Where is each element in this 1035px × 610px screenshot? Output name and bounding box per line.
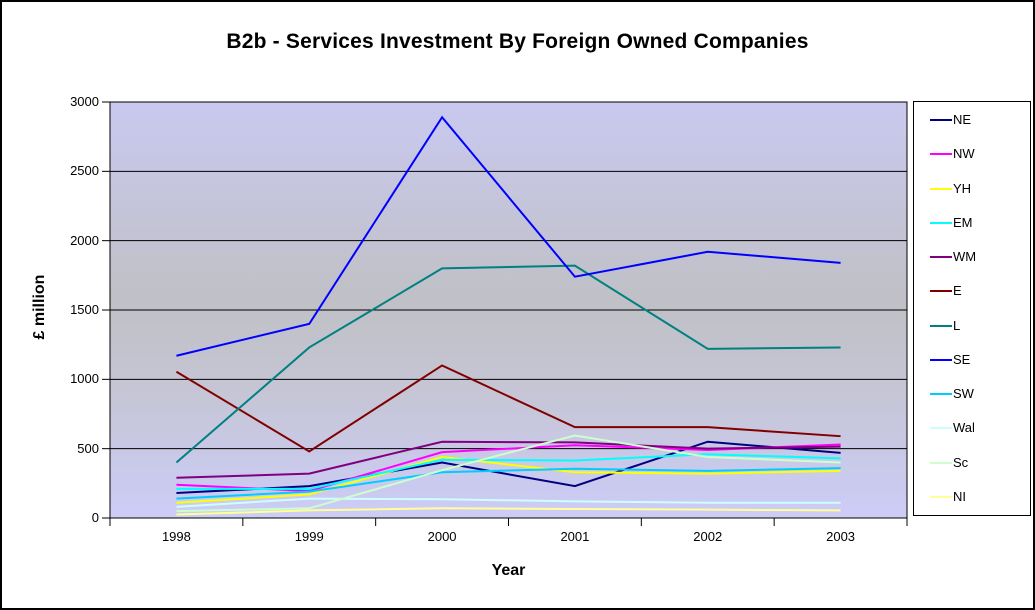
legend: NE NW YH EM WM E L SE SW Wal Sc NI: [913, 101, 1031, 516]
series-line-E: [175, 364, 841, 453]
y-tick-label-3000: 3000: [70, 94, 99, 109]
legend-item-Wal: Wal: [930, 421, 1026, 435]
x-tick-label-2001: 2001: [560, 529, 590, 544]
series-line-NI: [176, 507, 841, 516]
series-line-YH: [176, 455, 841, 504]
legend-item-NW: NW: [930, 147, 1026, 161]
legend-label-L: L: [953, 317, 961, 333]
series-line-NE: [176, 440, 841, 495]
legend-line-swatch-NW: [930, 153, 952, 156]
legend-item-NI: NI: [930, 488, 1026, 504]
legend-line-swatch-SE: [930, 358, 952, 361]
series-line-Wal: [176, 497, 841, 508]
legend-label-SW: SW: [953, 386, 974, 402]
x-tick-label-2000: 2000: [427, 529, 457, 544]
legend-line-swatch-SW: [930, 393, 952, 396]
legend-line-swatch-E: [930, 290, 952, 293]
legend-line-swatch-L: [930, 324, 952, 327]
y-tick-label-500: 500: [77, 440, 99, 456]
x-tick-label-2002: 2002: [693, 529, 723, 544]
series-line-SE: [176, 115, 841, 357]
legend-item-SE: SE: [930, 351, 1026, 367]
legend-label-YH: YH: [953, 180, 972, 196]
series-line-EM: [176, 453, 841, 490]
legend-item-L: L: [930, 317, 1026, 333]
legend-item-SW: SW: [930, 387, 1026, 401]
series-line-Sc: [176, 434, 841, 513]
y-tick-label-2000: 2000: [70, 232, 99, 248]
legend-line-swatch-NI: [930, 495, 952, 498]
legend-label-NW: NW: [953, 146, 975, 162]
y-tick-label-2500: 2500: [70, 163, 99, 179]
legend-label-EM: EM: [953, 214, 973, 230]
legend-item-YH: YH: [930, 180, 1026, 196]
series-line-NW: [176, 443, 841, 492]
chart-title: B2b - Services Investment By Foreign Own…: [226, 30, 809, 53]
legend-label-WM: WM: [953, 249, 977, 265]
y-tick-label-1000: 1000: [70, 371, 99, 387]
legend-item-WM: WM: [930, 250, 1026, 264]
legend-line-swatch-YH: [930, 187, 952, 190]
y-tick-label-0: 0: [91, 510, 99, 525]
legend-line-swatch-EM: [930, 221, 952, 224]
legend-label-Wal: Wal: [953, 420, 975, 436]
y-axis-title: £ million: [31, 274, 48, 340]
series-line-SW: [176, 467, 841, 500]
legend-label-Sc: Sc: [953, 454, 969, 470]
legend-item-EM: EM: [930, 214, 1026, 230]
legend-label-NI: NI: [953, 488, 966, 504]
legend-line-swatch-Wal: [930, 427, 952, 430]
x-tick-label-2003: 2003: [826, 529, 856, 544]
legend-item-Sc: Sc: [930, 454, 1026, 470]
y-tick-label-1500: 1500: [70, 302, 99, 317]
x-tick-label-1998: 1998: [161, 529, 191, 544]
legend-label-NE: NE: [953, 112, 972, 127]
x-tick-label-1999: 1999: [294, 529, 324, 544]
legend-item-E: E: [930, 284, 1026, 298]
legend-label-E: E: [953, 283, 962, 299]
legend-line-swatch-NE: [930, 119, 952, 121]
series-line-L: [175, 264, 841, 464]
x-axis-title: Year: [491, 562, 526, 579]
legend-line-swatch-Sc: [930, 461, 952, 464]
series-line-WM: [176, 440, 841, 479]
legend-line-swatch-WM: [930, 256, 952, 259]
legend-label-SE: SE: [953, 351, 971, 367]
legend-item-NE: NE: [930, 113, 1026, 127]
